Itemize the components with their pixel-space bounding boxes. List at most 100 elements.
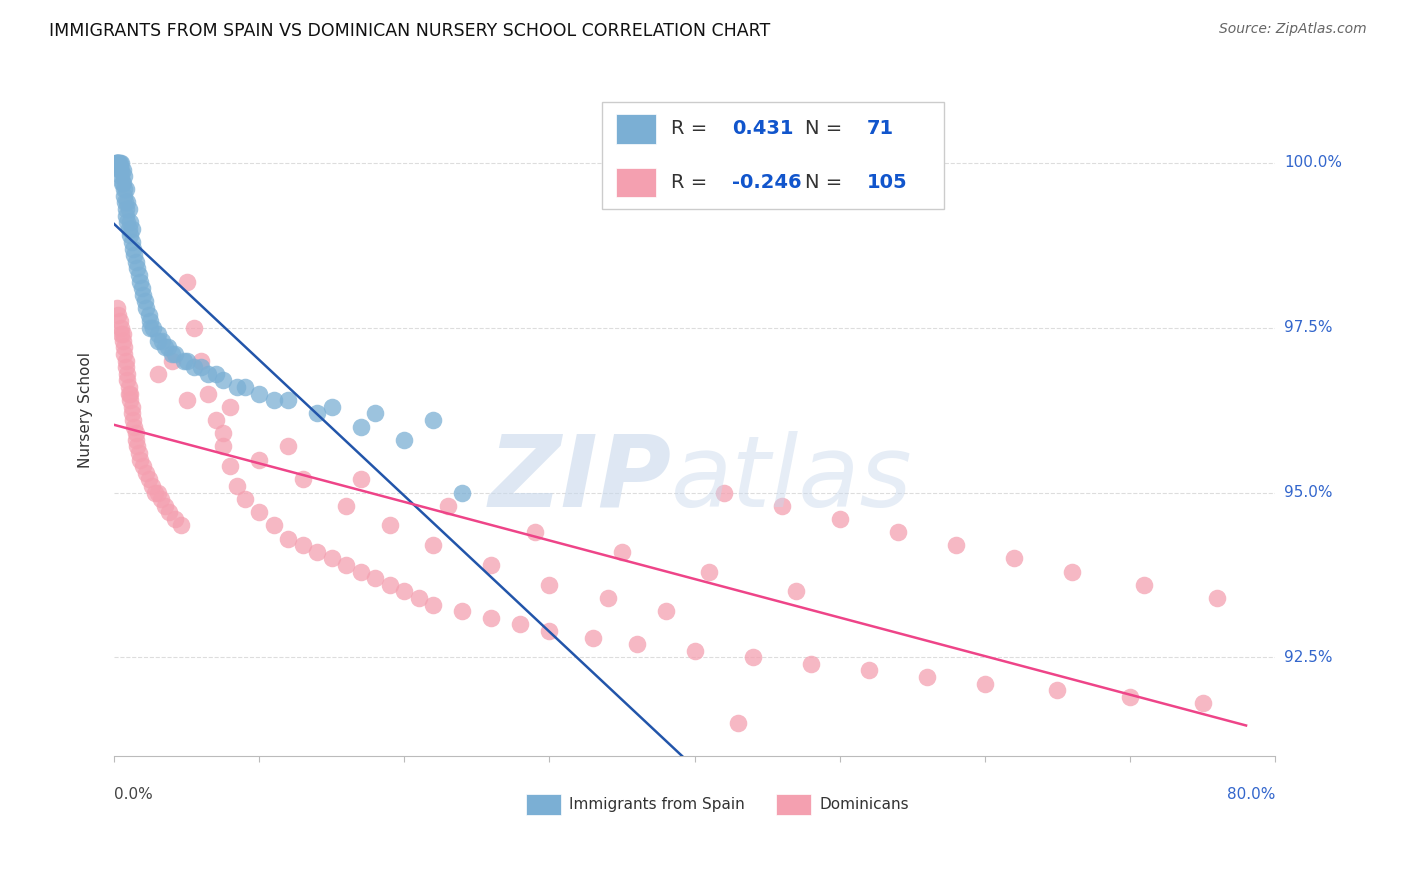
Immigrants from Spain (226, 380, 249, 394)
Text: 100.0%: 100.0% (1284, 155, 1343, 170)
Immigrants from Spain (135, 301, 157, 315)
Immigrants from Spain (108, 156, 131, 170)
Immigrants from Spain (112, 169, 135, 183)
Immigrants from Spain (121, 222, 143, 236)
Dominicans (233, 492, 256, 507)
Text: R =: R = (672, 120, 714, 138)
Immigrants from Spain (107, 156, 129, 170)
Dominicans (157, 505, 180, 519)
Immigrants from Spain (173, 353, 195, 368)
Dominicans (683, 643, 706, 657)
Immigrants from Spain (277, 393, 299, 408)
Dominicans (122, 413, 145, 427)
Text: Source: ZipAtlas.com: Source: ZipAtlas.com (1219, 22, 1367, 37)
Dominicans (226, 479, 249, 493)
Text: -0.246: -0.246 (731, 173, 801, 192)
Immigrants from Spain (121, 235, 143, 249)
Text: ZIP: ZIP (488, 431, 672, 528)
Dominicans (451, 604, 474, 618)
Dominicans (146, 367, 169, 381)
Dominicans (197, 386, 219, 401)
Text: 97.5%: 97.5% (1284, 320, 1333, 335)
Dominicans (143, 485, 166, 500)
Immigrants from Spain (125, 255, 148, 269)
Dominicans (190, 353, 212, 368)
Immigrants from Spain (111, 162, 134, 177)
Dominicans (128, 446, 150, 460)
Dominicans (212, 439, 235, 453)
FancyBboxPatch shape (776, 794, 811, 815)
Dominicans (741, 650, 763, 665)
Immigrants from Spain (307, 406, 329, 420)
Dominicans (112, 347, 135, 361)
Dominicans (160, 353, 183, 368)
Dominicans (110, 320, 132, 334)
Immigrants from Spain (263, 393, 285, 408)
Immigrants from Spain (212, 374, 235, 388)
Dominicans (394, 584, 416, 599)
Dominicans (713, 485, 735, 500)
Dominicans (277, 532, 299, 546)
Dominicans (538, 624, 561, 638)
Dominicans (538, 578, 561, 592)
Dominicans (219, 459, 242, 474)
Immigrants from Spain (110, 162, 132, 177)
Dominicans (800, 657, 823, 671)
Immigrants from Spain (117, 202, 139, 216)
Immigrants from Spain (394, 433, 416, 447)
Immigrants from Spain (105, 156, 128, 170)
Dominicans (219, 400, 242, 414)
Immigrants from Spain (146, 334, 169, 348)
Dominicans (654, 604, 676, 618)
Text: 92.5%: 92.5% (1284, 649, 1333, 665)
Dominicans (437, 499, 460, 513)
Dominicans (1206, 591, 1229, 605)
Dominicans (125, 426, 148, 441)
Immigrants from Spain (165, 347, 187, 361)
Immigrants from Spain (150, 334, 173, 348)
Dominicans (115, 367, 138, 381)
Dominicans (117, 380, 139, 394)
Dominicans (973, 676, 995, 690)
Dominicans (105, 301, 128, 315)
Text: 80.0%: 80.0% (1226, 788, 1275, 802)
Immigrants from Spain (134, 294, 156, 309)
Dominicans (291, 538, 314, 552)
Dominicans (1119, 690, 1142, 704)
Text: 0.431: 0.431 (731, 120, 793, 138)
Immigrants from Spain (190, 360, 212, 375)
Dominicans (120, 386, 142, 401)
Immigrants from Spain (176, 353, 198, 368)
Dominicans (107, 308, 129, 322)
Dominicans (697, 565, 720, 579)
Text: N =: N = (804, 173, 848, 192)
Dominicans (378, 578, 401, 592)
Text: atlas: atlas (672, 431, 912, 528)
Dominicans (481, 558, 503, 572)
Text: 105: 105 (866, 173, 907, 192)
Dominicans (785, 584, 807, 599)
Dominicans (247, 452, 270, 467)
Immigrants from Spain (120, 215, 142, 229)
Immigrants from Spain (364, 406, 387, 420)
Immigrants from Spain (111, 176, 134, 190)
Dominicans (596, 591, 619, 605)
Immigrants from Spain (132, 287, 155, 301)
Immigrants from Spain (139, 314, 162, 328)
Dominicans (124, 419, 146, 434)
Immigrants from Spain (124, 248, 146, 262)
Immigrants from Spain (105, 156, 128, 170)
Dominicans (1191, 697, 1213, 711)
Dominicans (422, 538, 444, 552)
Immigrants from Spain (156, 341, 179, 355)
Dominicans (828, 512, 851, 526)
Immigrants from Spain (138, 308, 160, 322)
Dominicans (112, 341, 135, 355)
Immigrants from Spain (131, 281, 153, 295)
Immigrants from Spain (321, 400, 343, 414)
Dominicans (408, 591, 430, 605)
Dominicans (277, 439, 299, 453)
Immigrants from Spain (122, 242, 145, 256)
Dominicans (135, 466, 157, 480)
FancyBboxPatch shape (602, 102, 945, 210)
